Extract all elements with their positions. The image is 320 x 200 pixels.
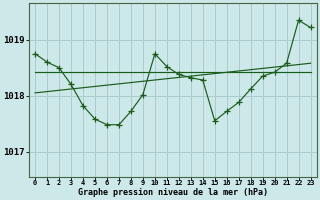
- X-axis label: Graphe pression niveau de la mer (hPa): Graphe pression niveau de la mer (hPa): [78, 188, 268, 197]
